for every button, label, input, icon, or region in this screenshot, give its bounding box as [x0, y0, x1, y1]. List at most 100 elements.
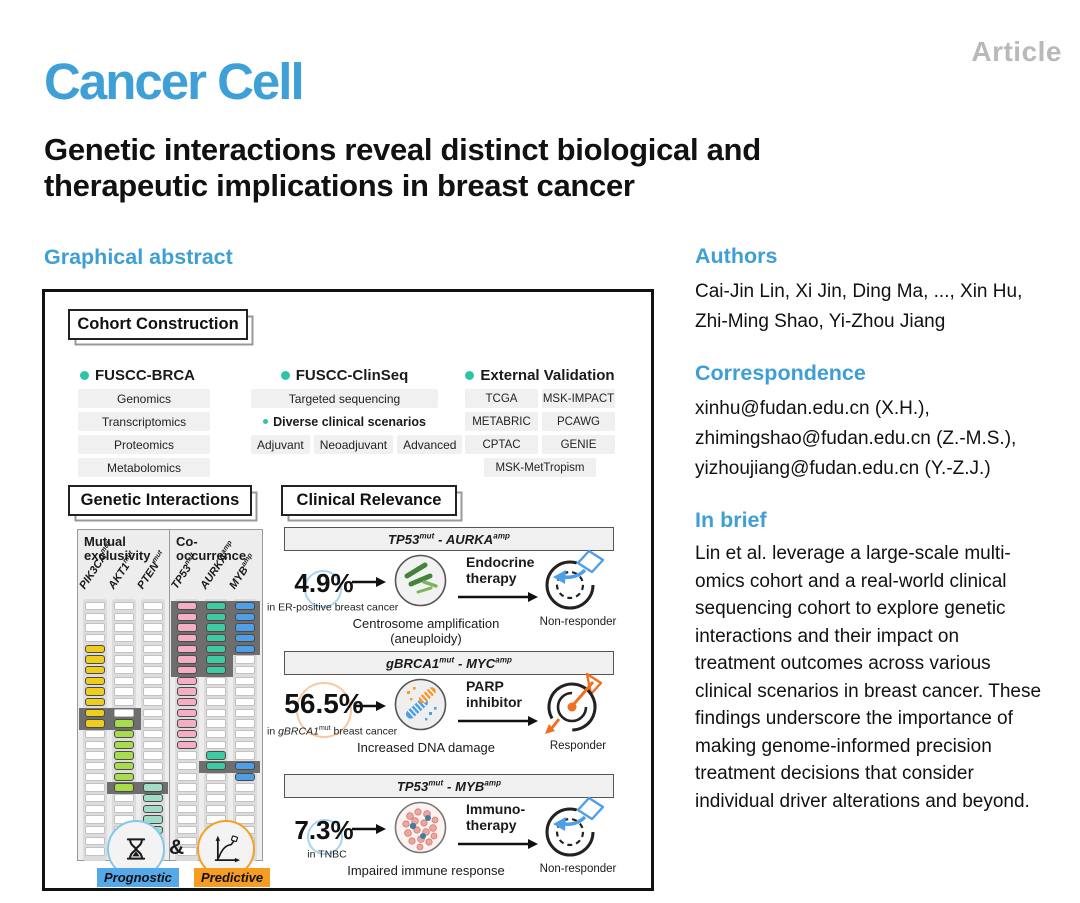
altered-sample-cell	[235, 762, 255, 771]
prevalence-context: in gBRCA1mut breast cancer	[267, 725, 398, 738]
altered-sample-cell	[177, 740, 197, 749]
sample-cell	[114, 698, 134, 707]
sample-cell	[143, 708, 163, 717]
cohort-item: Genomics	[78, 389, 210, 408]
altered-sample-cell	[143, 804, 163, 813]
altered-sample-cell	[85, 676, 105, 685]
altered-sample-cell	[177, 612, 197, 621]
altered-sample-cell	[206, 751, 226, 760]
co-occurrence-label: Co- occurrence	[176, 534, 247, 563]
altered-sample-cell	[143, 783, 163, 792]
sample-cell	[85, 740, 105, 749]
ampersand-label: &	[169, 836, 185, 859]
altered-sample-cell	[177, 623, 197, 632]
sample-cell	[235, 655, 255, 664]
sample-cell	[177, 783, 197, 792]
sample-cell	[114, 644, 134, 653]
sample-cell	[235, 815, 255, 824]
altered-sample-cell	[206, 666, 226, 675]
cohort-group-fuscc-clinseq: FUSCC-ClinSeq Targeted sequencing Divers…	[251, 366, 463, 458]
cohort-item: MSK-MetTropism	[484, 458, 596, 477]
sample-cell	[206, 719, 226, 728]
altered-sample-cell	[85, 687, 105, 696]
immune-response-icon	[394, 801, 447, 854]
altered-sample-cell	[177, 698, 197, 707]
sample-cell	[235, 730, 255, 739]
fuscc-brca-label: FUSCC-BRCA	[95, 366, 195, 384]
sample-cell	[114, 634, 134, 643]
arrow-icon	[458, 839, 538, 849]
sample-cell	[85, 623, 105, 632]
sample-cell	[177, 772, 197, 781]
sample-cell	[143, 730, 163, 739]
sample-cell	[235, 804, 255, 813]
highlight-ring-icon	[304, 570, 342, 608]
altered-sample-cell	[143, 794, 163, 803]
altered-sample-cell	[206, 655, 226, 664]
sample-cell	[114, 655, 134, 664]
inbrief-text: Lin et al. leverage a large-scale multi-…	[695, 543, 1042, 812]
altered-sample-cell	[85, 698, 105, 707]
external-validation-label: External Validation	[480, 366, 615, 384]
row-content: 56.5% in gBRCA1mut breast cancer	[267, 672, 652, 758]
altered-sample-cell	[177, 655, 197, 664]
sample-cell	[177, 804, 197, 813]
altered-sample-cell	[235, 772, 255, 781]
cohort-item: Targeted sequencing	[251, 389, 438, 408]
sample-cell	[85, 762, 105, 771]
cohort-item: CPTAC	[465, 435, 538, 454]
external-row: CPTAC GENIE	[465, 435, 615, 458]
therapy-label: PARP inhibitor	[466, 678, 522, 710]
prevalence-value: 56.5%	[282, 682, 366, 738]
mechanism-caption: Increased DNA damage	[356, 740, 496, 755]
sample-cell	[235, 740, 255, 749]
prevalence-context: in TNBC	[307, 848, 347, 861]
sample-cell	[206, 730, 226, 739]
cohort-item: Advanced	[397, 435, 463, 454]
gene-pair-header: TP53mut - AURKAamp	[284, 527, 614, 551]
cohort-group-fuscc-brca: FUSCC-BRCA Genomics Transcriptomics Prot…	[78, 366, 210, 481]
sample-cell	[143, 634, 163, 643]
sample-cell	[85, 804, 105, 813]
sample-cell	[206, 794, 226, 803]
prevalence-value: 7.3%	[282, 815, 366, 855]
altered-sample-cell	[177, 602, 197, 611]
altered-sample-cell	[114, 783, 134, 792]
fuscc-clinseq-label: FUSCC-ClinSeq	[295, 366, 409, 384]
sample-cell	[114, 676, 134, 685]
altered-sample-cell	[85, 644, 105, 653]
external-row: METABRIC PCAWG	[465, 412, 615, 435]
co-occurrence-panel: Co- occurrence TP53mut AURKAamp MYBamp	[169, 529, 263, 861]
sample-cell	[235, 794, 255, 803]
sample-cell	[206, 772, 226, 781]
sample-cell	[177, 826, 197, 835]
sample-cell	[206, 740, 226, 749]
sample-cell	[206, 687, 226, 696]
sample-cell	[143, 762, 163, 771]
cohort-item: PCAWG	[542, 412, 615, 431]
sample-cell	[206, 708, 226, 717]
sample-cell	[143, 751, 163, 760]
sample-cell	[235, 783, 255, 792]
altered-sample-cell	[114, 730, 134, 739]
diverse-clinical-scenarios: Diverse clinical scenarios	[251, 412, 438, 431]
arrow-icon	[356, 701, 386, 711]
altered-sample-cell	[85, 719, 105, 728]
response-label: Non-responder	[539, 616, 617, 628]
altered-sample-cell	[85, 666, 105, 675]
cohort-item: Transcriptomics	[78, 412, 210, 431]
cohort-construction-title: Cohort Construction	[68, 309, 248, 340]
arrow-icon	[458, 716, 538, 726]
inbrief-heading: In brief	[695, 508, 767, 532]
sample-cell	[143, 612, 163, 621]
altered-sample-cell	[143, 815, 163, 824]
sample-cell	[143, 719, 163, 728]
arrow-icon	[352, 577, 386, 587]
sample-cell	[235, 698, 255, 707]
authors-text: Cai-Jin Lin, Xi Jin, Ding Ma, ..., Xin H…	[695, 281, 1023, 332]
altered-sample-cell	[177, 666, 197, 675]
sample-cell	[143, 655, 163, 664]
therapy-label: Endocrine therapy	[466, 554, 535, 586]
altered-sample-cell	[114, 740, 134, 749]
altered-sample-cell	[235, 644, 255, 653]
